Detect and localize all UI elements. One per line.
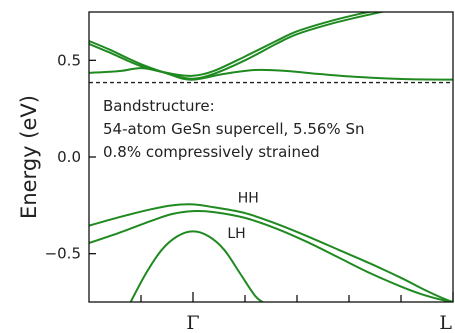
band-series-line-6: [129, 230, 265, 302]
band-series-line-3: [89, 67, 453, 81]
band-series-layer: [89, 12, 453, 302]
band-label-hh: HH: [238, 190, 259, 206]
band-series-line-4: [89, 203, 453, 302]
annotation-line-3: 0.8% compressively strained: [103, 143, 320, 161]
x-tick-label: Γ: [186, 312, 199, 333]
band-label-lh: LH: [227, 226, 245, 242]
band-series-line-2: [89, 12, 375, 77]
annotation-line-2: 54-atom GeSn supercell, 5.56% Sn: [103, 120, 364, 138]
y-tick-label: −0.5: [45, 245, 81, 263]
band-series-line-1: [89, 12, 387, 80]
x-tick-label: L: [439, 312, 452, 333]
band-series-line-5: [89, 209, 453, 302]
text-layer: Energy (eV) Bandstructure: 54-atom GeSn …: [17, 95, 364, 242]
annotation-line-1: Bandstructure:: [103, 97, 215, 115]
y-axis-label: Energy (eV): [17, 95, 41, 219]
axis-layer: −0.5 0.0 0.5 Γ L: [45, 11, 454, 333]
y-tick-label: 0.0: [57, 148, 81, 166]
y-tick-label: 0.5: [57, 51, 81, 69]
